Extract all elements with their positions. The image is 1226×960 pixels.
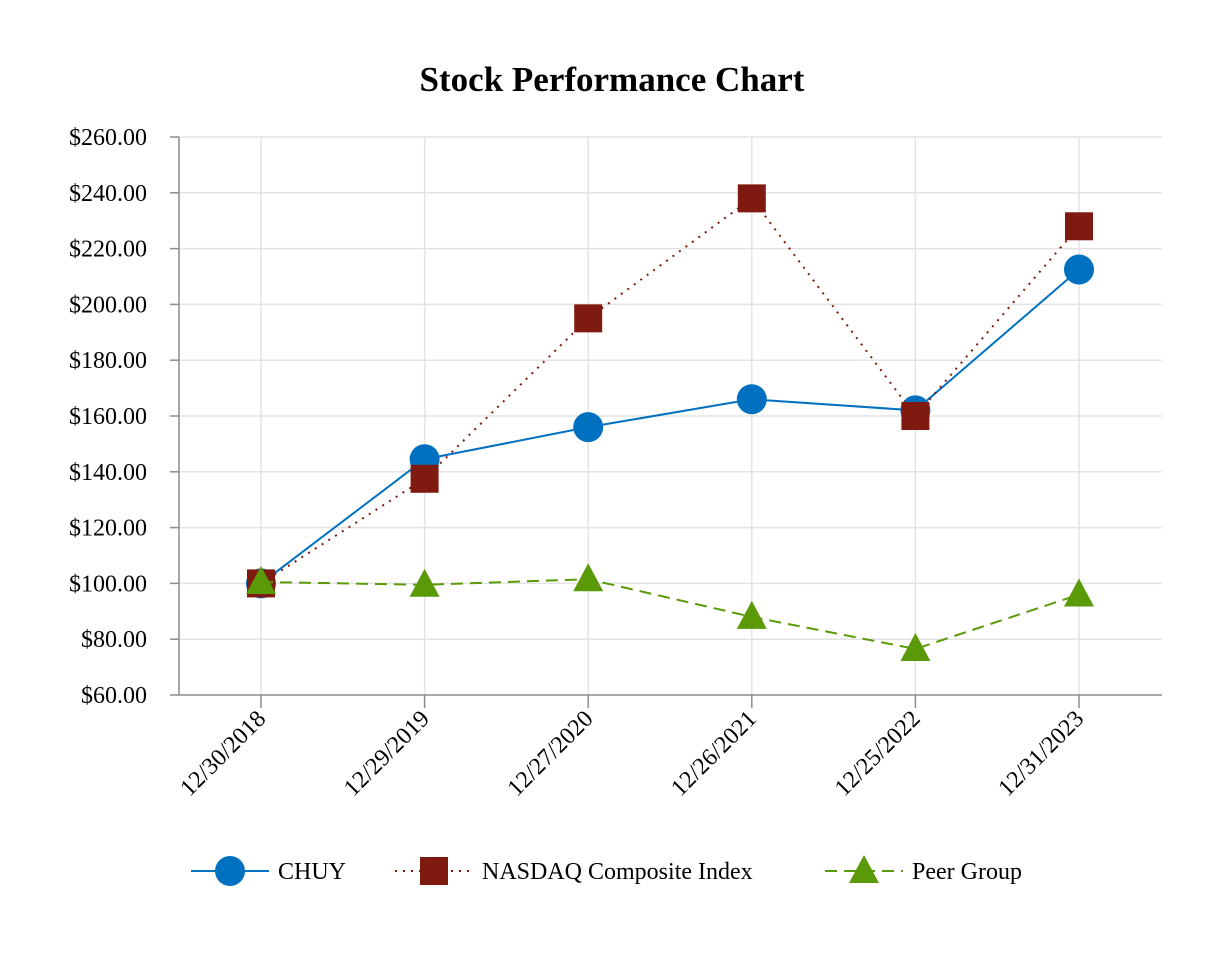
- legend: CHUY NASDAQ Composite Index Peer Group: [191, 855, 1022, 886]
- series-line: [260, 578, 1080, 650]
- data-point-triangle: [1064, 578, 1094, 607]
- data-point-square: [901, 402, 930, 430]
- axes: $60.00 $80.00 $100.00 $120.00 $140.00 $160.00…: [69, 125, 1162, 802]
- legend-marker-square: [420, 857, 448, 885]
- data-point-circle: [573, 412, 604, 443]
- legend-marker-circle: [215, 856, 245, 886]
- data-point-triangle: [573, 563, 604, 592]
- x-tick-label: 12/25/2022: [830, 706, 926, 802]
- y-tick-label: $240.00: [69, 181, 147, 207]
- x-tick-label: 12/31/2023: [994, 706, 1090, 802]
- series-line: [260, 196, 1080, 585]
- chart-title: Stock Performance Chart: [420, 60, 805, 99]
- x-tick-label: 12/29/2019: [339, 706, 435, 802]
- x-tick-label: 12/30/2018: [176, 706, 272, 802]
- y-tick-label: $260.00: [69, 125, 147, 151]
- data-point-circle: [1064, 254, 1094, 285]
- data-point-square: [574, 304, 603, 333]
- legend-item: CHUY: [191, 856, 346, 886]
- legend-marker-triangle: [849, 855, 879, 883]
- legend-item: Peer Group: [825, 855, 1022, 885]
- data-point-triangle: [246, 566, 276, 595]
- series-layer: [246, 184, 1094, 661]
- legend-item: NASDAQ Composite Index: [395, 857, 753, 885]
- y-tick-label: $80.00: [81, 627, 147, 653]
- series-peer-group: [246, 563, 1094, 661]
- y-tick-label: $120.00: [69, 516, 147, 542]
- data-point-square: [737, 184, 766, 213]
- y-tick-label: $180.00: [69, 348, 147, 374]
- legend-label: NASDAQ Composite Index: [482, 859, 753, 885]
- y-tick-label: $60.00: [81, 683, 147, 709]
- legend-label: Peer Group: [912, 859, 1022, 885]
- data-point-triangle: [409, 568, 440, 597]
- y-tick-label: $220.00: [69, 237, 147, 263]
- data-point-triangle: [900, 632, 931, 661]
- y-tick-label: $200.00: [69, 292, 147, 318]
- y-tick-label: $140.00: [69, 460, 147, 486]
- x-tick-label: 12/27/2020: [503, 706, 599, 802]
- series-line: [260, 268, 1080, 585]
- data-point-square: [410, 464, 439, 493]
- legend-label: CHUY: [278, 859, 346, 885]
- y-tick-label: $100.00: [69, 571, 147, 597]
- data-point-square: [1065, 212, 1093, 241]
- series-nasdaq-composite-index: [247, 184, 1093, 598]
- data-point-triangle: [736, 600, 767, 629]
- grid: [179, 136, 1162, 695]
- y-tick-label: $160.00: [69, 404, 147, 430]
- series-chuy: [246, 254, 1094, 599]
- data-point-circle: [736, 384, 767, 415]
- x-tick-label: 12/26/2021: [666, 706, 762, 802]
